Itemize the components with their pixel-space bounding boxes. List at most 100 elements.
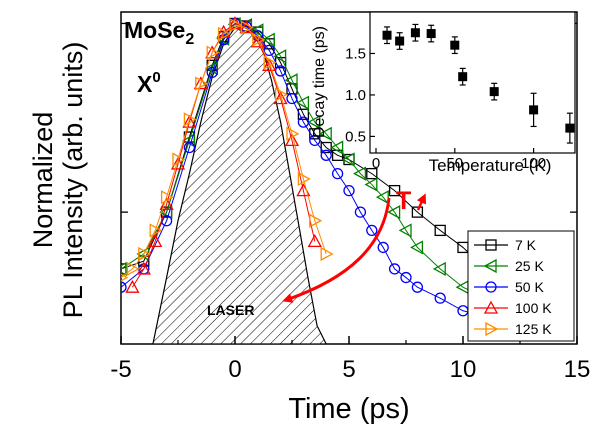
inset-frame: [369, 11, 576, 154]
series-line: [121, 22, 486, 317]
data-point: [286, 92, 298, 105]
data-point: [434, 292, 446, 304]
data-point: [366, 224, 378, 237]
legend-marker: [485, 281, 497, 293]
data-point: [284, 73, 298, 88]
data-point: [297, 171, 311, 186]
data-point: [388, 184, 401, 197]
temperature-up-arrow: [416, 193, 427, 211]
data-point: [160, 190, 174, 205]
data-point: [240, 20, 254, 35]
x-tick-label-15: 15: [564, 356, 591, 383]
inset-plot: 0 50 100 0.5 1.0 1.5: [345, 23, 575, 172]
data-point: [309, 134, 321, 147]
data-point: [411, 206, 424, 218]
series-125-k: [121, 18, 334, 282]
data-point: [410, 240, 424, 255]
data-point: [170, 156, 186, 170]
data-point: [320, 149, 332, 161]
data-point: [375, 190, 389, 205]
legend-marker: [483, 300, 499, 314]
data-point: [353, 166, 367, 181]
inset-x-tick-label-100: 100: [521, 155, 546, 172]
main-plot-area: [121, 16, 574, 344]
data-point: [366, 167, 378, 180]
x-axis-label: Time (ps): [288, 393, 409, 425]
data-point: [263, 55, 277, 70]
inset-background: [370, 12, 575, 156]
data-point: [307, 115, 321, 130]
data-point: [318, 126, 332, 141]
legend-label: 25 K: [515, 258, 544, 274]
data-point: [331, 167, 344, 180]
inset-marker: [565, 123, 575, 133]
data-point: [297, 116, 310, 128]
data-point: [273, 91, 288, 105]
temperature-trend-label: T: [396, 187, 411, 215]
material-label: MoSe2: [124, 17, 194, 48]
data-point: [121, 261, 127, 277]
data-point: [411, 281, 424, 293]
legend-marker: [483, 258, 497, 274]
inset-marker: [458, 72, 468, 82]
data-point: [307, 233, 322, 247]
data-point: [400, 271, 412, 284]
inset-y-tick-label: 0.5: [345, 128, 366, 145]
data-point: [229, 18, 243, 33]
data-point: [432, 261, 446, 277]
inset-data-point: [426, 24, 436, 43]
data-point: [136, 261, 151, 275]
legend: 7 K 25 K 50 K 100 K 125 K: [474, 237, 552, 337]
inset-data-point: [489, 82, 499, 101]
data-point: [341, 152, 355, 167]
data-point: [193, 76, 208, 90]
legend-marker: [485, 239, 497, 251]
inset-y-tick-label: 1.5: [345, 45, 366, 62]
data-point: [354, 206, 367, 218]
data-point: [398, 223, 412, 238]
data-point: [159, 196, 174, 210]
data-point: [182, 133, 196, 148]
inset-marker: [382, 30, 392, 40]
data-point: [121, 273, 129, 282]
data-point: [297, 108, 310, 120]
inset-data-point: [565, 112, 575, 144]
data-point: [183, 112, 197, 127]
inset-marker: [529, 105, 539, 115]
inset-marker: [426, 29, 436, 39]
data-point: [195, 76, 209, 91]
data-point: [273, 49, 287, 64]
legend-marker: [485, 321, 499, 337]
data-point: [250, 23, 264, 38]
data-point: [138, 246, 152, 262]
data-point: [205, 45, 220, 59]
data-point: [263, 44, 275, 57]
inset-data-point: [450, 36, 460, 55]
data-point: [309, 213, 323, 228]
data-point: [252, 32, 266, 47]
y-axis-label-line-2: PL Intensity (arb. units): [58, 42, 88, 319]
inset-data-point: [529, 92, 539, 128]
inset-x-axis-label: Temperature (K): [429, 156, 552, 175]
data-point: [126, 261, 140, 277]
inset-y-axis-label: Decay time (ps): [311, 26, 328, 138]
data-point: [183, 141, 196, 154]
data-point: [434, 224, 446, 237]
laser-label: LASER: [207, 302, 254, 318]
data-point: [296, 95, 310, 110]
exciton-label: X0: [137, 69, 161, 97]
inset-marker: [395, 36, 405, 46]
data-point: [274, 87, 288, 102]
main-x-axis: -5 0 5 10 15: [110, 22, 591, 383]
inset-data-point: [458, 67, 468, 86]
inset-x-tick-label-50: 50: [446, 155, 463, 172]
data-point: [125, 279, 140, 293]
series-line: [131, 22, 316, 288]
inset-y-tick-label: 1.0: [345, 87, 366, 104]
data-point: [284, 133, 300, 147]
decay-trend-arrow: [282, 197, 391, 303]
data-point: [364, 177, 378, 192]
data-point: [148, 233, 163, 247]
data-point: [274, 65, 287, 77]
